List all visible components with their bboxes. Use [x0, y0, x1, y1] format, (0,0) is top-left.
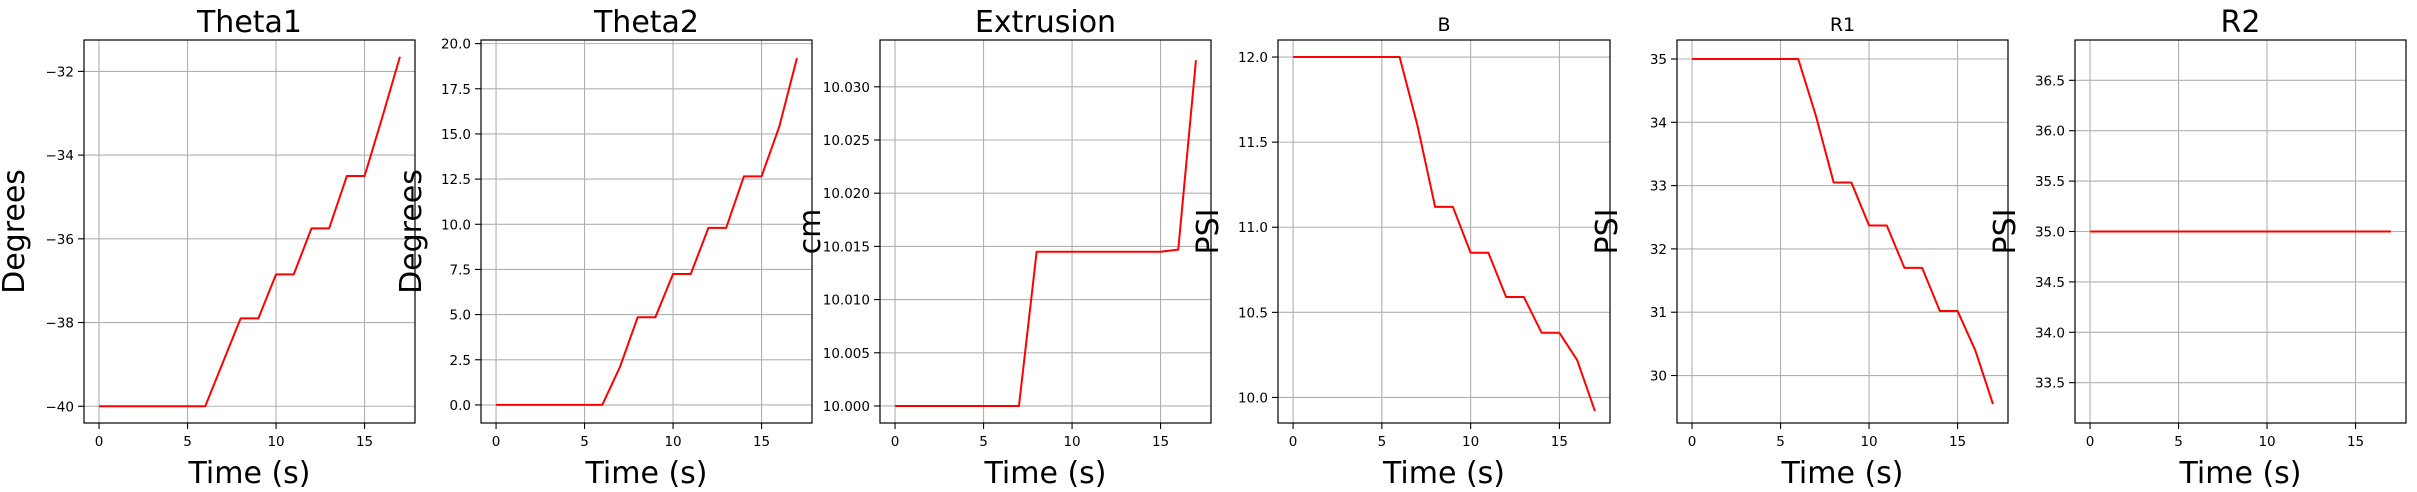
chart-panel-2: 0 5 10 15 10.000 10.005 10.010 10.015 10.020 10.0…	[793, 5, 1212, 491]
y-tick-label: 7.5	[450, 262, 471, 278]
chart-panel-1: 0 5 10 15 0.0 2.5 5.0 7.5 10.0 12.5 15.0 17.5 20.0 Th…	[394, 5, 813, 491]
y-tick-label: 2.5	[450, 353, 471, 369]
y-tick-label: 10.025	[823, 133, 870, 149]
chart-title: Theta1	[196, 5, 302, 40]
plot-frame	[879, 39, 1212, 424]
y-tick-label: 30	[1650, 369, 1667, 385]
x-tick-label: 10	[664, 434, 681, 450]
y-tick-label: −40	[46, 399, 75, 415]
chart-title: B	[1437, 14, 1450, 36]
x-tick-label: 0	[1688, 434, 1697, 450]
y-tick-label: 31	[1650, 305, 1667, 321]
y-axis-label: cm	[793, 209, 828, 255]
chart-title: Theta2	[593, 5, 699, 40]
y-tick-label: 10.005	[823, 346, 870, 362]
x-tick-label: 5	[1378, 434, 1387, 450]
y-tick-label: 33.5	[2035, 376, 2065, 392]
y-axis-label: Degrees	[0, 169, 32, 294]
y-tick-label: 33	[1650, 179, 1667, 195]
plot-frame	[1277, 39, 1611, 424]
x-axis-label: Time (s)	[984, 456, 1107, 491]
x-tick-label: 10	[1462, 434, 1479, 450]
y-tick-label: 10.015	[823, 239, 870, 255]
y-tick-label: −32	[46, 64, 75, 80]
x-tick-label: 10	[2258, 434, 2275, 450]
chart-panel-5: 0 5 10 15 33.5 34.0 34.5 35.0 35.5 36.0 36.5 R2 Time…	[1988, 5, 2407, 491]
x-tick-label: 5	[979, 434, 988, 450]
y-tick-label: 34.0	[2035, 325, 2065, 341]
chart-panel-0: 0 5 10 15 −40 −38 −36 −34 −32 Theta1 Time (s) Degre…	[0, 5, 416, 491]
y-axis-label: PSI	[1988, 209, 2023, 255]
y-tick-label: 35.5	[2035, 174, 2065, 190]
x-axis-label: Time (s)	[585, 456, 708, 491]
y-tick-label: 34	[1650, 115, 1667, 131]
y-tick-label: 17.5	[441, 82, 471, 98]
y-tick-label: 34.5	[2035, 275, 2065, 291]
y-tick-label: 11.5	[1238, 135, 1268, 151]
y-tick-label: 32	[1650, 242, 1667, 258]
x-tick-label: 0	[95, 434, 104, 450]
x-tick-label: 15	[1551, 434, 1568, 450]
x-axis-label: Time (s)	[1382, 456, 1505, 491]
y-tick-label: 10.0	[1238, 390, 1268, 406]
x-tick-label: 15	[753, 434, 770, 450]
series-line	[1692, 57, 1994, 405]
x-tick-label: 5	[2174, 434, 2183, 450]
x-axis-label: Time (s)	[188, 456, 311, 491]
series-line	[895, 60, 1197, 407]
x-tick-label: 0	[891, 434, 900, 450]
plot-frame	[480, 39, 813, 424]
x-tick-label: 0	[492, 434, 501, 450]
y-axis-label: Degrees	[394, 169, 429, 294]
x-tick-label: 10	[1860, 434, 1877, 450]
x-axis-label: Time (s)	[1781, 456, 1904, 491]
y-tick-label: 12.0	[1238, 50, 1268, 66]
chart-panel-4: 0 5 10 15 30 31 32 33 34 35 R1 Time (s) PSI	[1590, 14, 2009, 491]
y-tick-label: 36.0	[2035, 124, 2065, 140]
x-tick-label: 15	[1949, 434, 1966, 450]
y-tick-label: 10.000	[823, 399, 870, 415]
y-tick-label: 11.0	[1238, 220, 1268, 236]
x-tick-label: 0	[2086, 434, 2095, 450]
x-axis-label: Time (s)	[2179, 456, 2302, 491]
chart-title: Extrusion	[975, 5, 1116, 40]
y-axis-label: PSI	[1590, 209, 1625, 255]
y-axis-label: PSI	[1191, 209, 1226, 255]
x-tick-label: 0	[1289, 434, 1298, 450]
y-tick-label: 5.0	[450, 308, 471, 324]
y-tick-label: 20.0	[441, 37, 471, 53]
y-tick-label: 12.5	[441, 172, 471, 188]
plot-frame	[1676, 39, 2009, 424]
y-tick-label: 35.0	[2035, 225, 2065, 241]
series-line	[496, 57, 798, 406]
y-tick-label: −36	[46, 232, 75, 248]
y-tick-label: 10.030	[823, 80, 870, 96]
x-tick-label: 5	[183, 434, 192, 450]
series-line	[1293, 56, 1596, 412]
y-tick-label: 35	[1650, 52, 1667, 68]
x-tick-label: 15	[1152, 434, 1169, 450]
x-tick-label: 5	[1776, 434, 1785, 450]
y-tick-label: 0.0	[450, 398, 471, 414]
x-tick-label: 15	[2347, 434, 2364, 450]
y-tick-label: 10.020	[823, 186, 870, 202]
y-tick-label: 10.010	[823, 293, 870, 309]
x-tick-label: 10	[1063, 434, 1080, 450]
x-tick-label: 10	[267, 434, 284, 450]
y-tick-label: 10.0	[441, 217, 471, 233]
chart-panel-3: 0 5 10 15 10.0 10.5 11.0 11.5 12.0 B Time (s) PSI	[1191, 14, 1611, 491]
chart-title: R1	[1830, 14, 1855, 36]
y-tick-label: 36.5	[2035, 73, 2065, 89]
y-tick-label: −38	[46, 316, 75, 332]
y-tick-label: −34	[46, 148, 75, 164]
y-tick-label: 15.0	[441, 127, 471, 143]
y-tick-label: 10.5	[1238, 305, 1268, 321]
x-tick-label: 15	[356, 434, 373, 450]
x-tick-label: 5	[580, 434, 589, 450]
chart-title: R2	[2221, 5, 2261, 40]
plot-frame	[83, 39, 416, 424]
series-line	[99, 56, 401, 408]
